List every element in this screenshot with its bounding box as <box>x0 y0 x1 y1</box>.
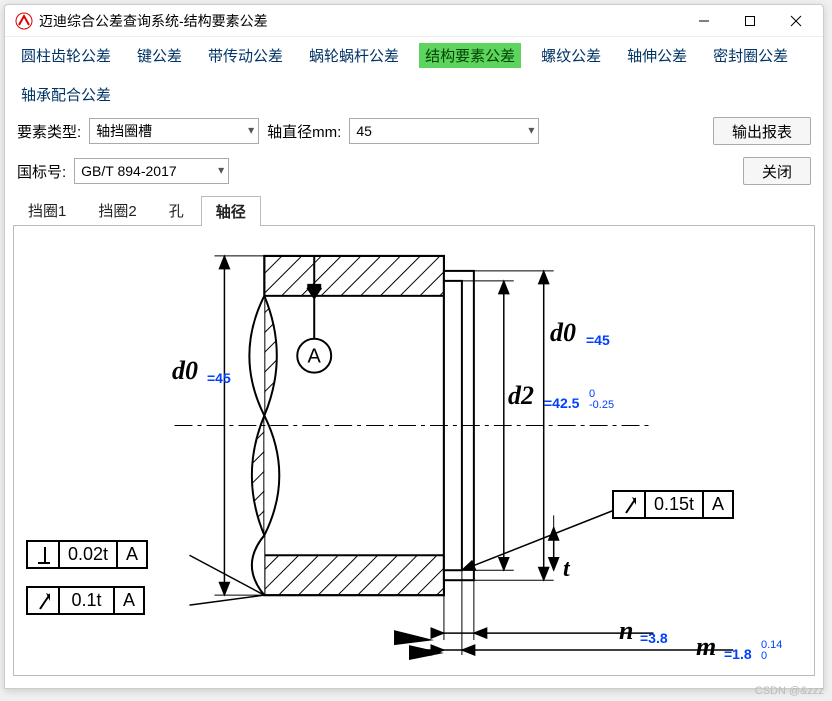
menu-item[interactable]: 结构要素公差 <box>419 43 521 68</box>
element-type-select[interactable]: 轴挡圈槽 <box>89 118 259 144</box>
dim-n-value: =3.8 <box>640 630 668 646</box>
dim-d2-value: =42.5 <box>544 395 579 411</box>
dim-d0-right-value: =45 <box>586 332 610 348</box>
menu-item[interactable]: 密封圈公差 <box>707 43 794 68</box>
close-form-button[interactable]: 关闭 <box>743 157 811 185</box>
maximize-button[interactable] <box>727 6 773 36</box>
dim-m-value: =1.8 <box>724 646 752 662</box>
fcf-perp-datum: A <box>118 542 146 567</box>
app-icon <box>15 12 33 30</box>
menu-item[interactable]: 圆柱齿轮公差 <box>15 43 117 68</box>
dim-m-tol: 0.140 <box>761 640 782 662</box>
close-button[interactable] <box>773 6 819 36</box>
watermark: CSDN @&zzz <box>755 685 824 697</box>
menu-item[interactable]: 蜗轮蜗杆公差 <box>303 43 405 68</box>
tab[interactable]: 挡圈2 <box>83 195 151 225</box>
app-window: 迈迪综合公差查询系统-结构要素公差 圆柱齿轮公差键公差带传动公差蜗轮蜗杆公差结构… <box>4 4 824 689</box>
menu-item[interactable]: 键公差 <box>131 43 188 68</box>
tab[interactable]: 挡圈1 <box>13 195 81 225</box>
dim-d0-left-label: d0 <box>172 356 198 386</box>
fcf-runout-2: 0.15t A <box>612 490 734 519</box>
titlebar: 迈迪综合公差查询系统-结构要素公差 <box>5 5 823 37</box>
dim-d2-label: d2 <box>508 381 534 411</box>
fcf-runout1-tol: 0.1t <box>60 588 115 613</box>
fcf-perp-tol: 0.02t <box>60 542 118 567</box>
fcf-runout1-datum: A <box>115 588 143 613</box>
window-title: 迈迪综合公差查询系统-结构要素公差 <box>39 11 681 31</box>
fcf-runout2-tol: 0.15t <box>646 492 704 517</box>
runout-icon <box>614 492 646 517</box>
shaft-dia-label: 轴直径mm: <box>267 121 341 142</box>
export-button[interactable]: 输出报表 <box>713 117 811 145</box>
fcf-runout2-datum: A <box>704 492 732 517</box>
std-label: 国标号: <box>17 161 66 182</box>
perpendicularity-icon <box>28 542 60 567</box>
controls-row-2: 国标号: GB/T 894-2017 关闭 <box>5 149 823 189</box>
element-type-label: 要素类型: <box>17 121 81 142</box>
controls-row-1: 要素类型: 轴挡圈槽 轴直径mm: 45 输出报表 <box>5 109 823 149</box>
dim-d2-tol: 0-0.25 <box>589 389 614 411</box>
menu-item[interactable]: 轴承配合公差 <box>15 82 117 107</box>
menubar: 圆柱齿轮公差键公差带传动公差蜗轮蜗杆公差结构要素公差螺纹公差轴伸公差密封圈公差轴… <box>5 37 823 109</box>
std-select[interactable]: GB/T 894-2017 <box>74 158 229 184</box>
runout-icon <box>28 588 60 613</box>
dim-d0-left-value: =45 <box>207 370 231 386</box>
tabs: 挡圈1挡圈2孔轴径 <box>13 195 815 226</box>
dim-d0-right-label: d0 <box>550 318 576 348</box>
tab[interactable]: 孔 <box>154 195 199 225</box>
menu-item[interactable]: 螺纹公差 <box>535 43 607 68</box>
fcf-perpendicularity: 0.02t A <box>26 540 148 569</box>
dim-n-label: n <box>619 616 633 646</box>
minimize-button[interactable] <box>681 6 727 36</box>
window-controls <box>681 6 819 36</box>
menu-item[interactable]: 带传动公差 <box>202 43 289 68</box>
shaft-dia-select[interactable]: 45 <box>349 118 539 144</box>
datum-a-label: A <box>308 346 322 368</box>
fcf-runout-1: 0.1t A <box>26 586 145 615</box>
diagram-area: A <box>13 226 815 676</box>
dim-m-label: m <box>696 632 716 662</box>
dim-t-label: t <box>563 556 570 583</box>
tab[interactable]: 轴径 <box>201 196 261 226</box>
menu-item[interactable]: 轴伸公差 <box>621 43 693 68</box>
